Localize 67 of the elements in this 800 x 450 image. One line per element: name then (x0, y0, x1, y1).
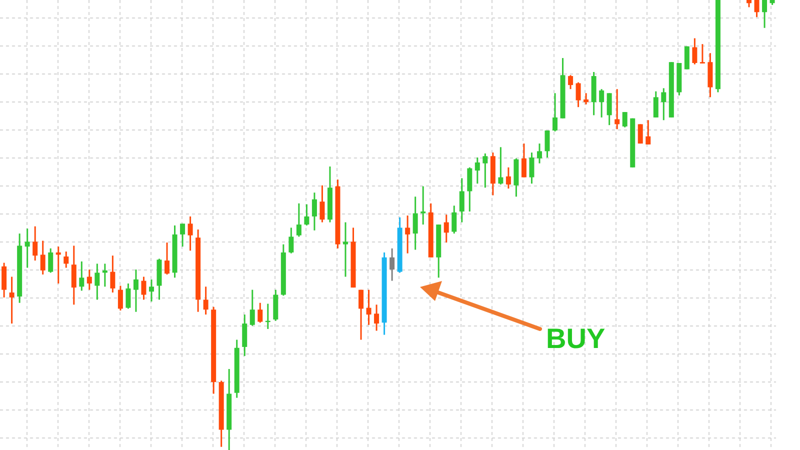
candlestick (304, 204, 310, 226)
candlestick (661, 87, 666, 121)
candlestick (141, 276, 146, 300)
candlestick (584, 92, 589, 106)
candlestick (250, 289, 255, 327)
candlestick (529, 152, 534, 184)
candlestick (312, 192, 317, 232)
candlestick (405, 214, 410, 254)
candlestick (374, 304, 380, 332)
candlestick (653, 90, 658, 118)
candlestick (638, 123, 643, 144)
candlestick (188, 216, 193, 252)
candlestick (576, 82, 581, 108)
candlestick (482, 152, 488, 188)
candlestick (94, 262, 100, 300)
candlestick (40, 240, 46, 276)
candlestick (118, 285, 123, 312)
candlestick (700, 43, 705, 64)
candlestick (366, 289, 372, 326)
candlestick (288, 226, 294, 254)
candlestick (467, 166, 472, 212)
candlestick (552, 92, 558, 132)
candlestick (258, 302, 263, 324)
candlestick (521, 142, 526, 178)
candlestick (64, 250, 69, 268)
candlestick (606, 92, 612, 126)
candlestick (9, 276, 14, 324)
candlestick (420, 186, 426, 226)
candlestick (498, 146, 504, 186)
candlestick (754, 0, 760, 18)
candlestick (79, 260, 84, 292)
candlestick (164, 242, 170, 276)
candlestick (242, 314, 248, 357)
candlestick (296, 202, 302, 238)
candlestick (762, 0, 768, 29)
candlestick (544, 130, 550, 158)
candlestick (148, 278, 154, 302)
candlestick (412, 196, 418, 250)
candlestick (48, 248, 54, 274)
candlestick (536, 142, 542, 164)
candlestick (684, 46, 690, 70)
candlestick (133, 268, 138, 313)
candlestick (358, 289, 364, 340)
candlestick (452, 204, 457, 234)
candlestick (71, 244, 76, 306)
candlestick (32, 226, 38, 262)
candlestick (86, 268, 92, 291)
candlestick (506, 166, 511, 190)
candlestick (444, 214, 449, 244)
candlestick (320, 184, 325, 224)
candlestick (459, 177, 464, 224)
candlestick (646, 119, 651, 146)
candlestick (614, 88, 620, 130)
candlestick (24, 228, 30, 268)
candlestick (126, 282, 131, 310)
annotation: BUY (546, 323, 606, 355)
candlestick (2, 262, 7, 298)
candlestick (390, 248, 395, 282)
candlestick (474, 156, 480, 184)
candlestick (568, 74, 574, 90)
candlestick (342, 222, 348, 278)
candlestick (622, 111, 628, 128)
candlestick (203, 286, 208, 316)
candlestick (110, 254, 116, 294)
candlestick (692, 38, 698, 66)
candlestick (180, 222, 186, 248)
candlestick (599, 88, 604, 118)
